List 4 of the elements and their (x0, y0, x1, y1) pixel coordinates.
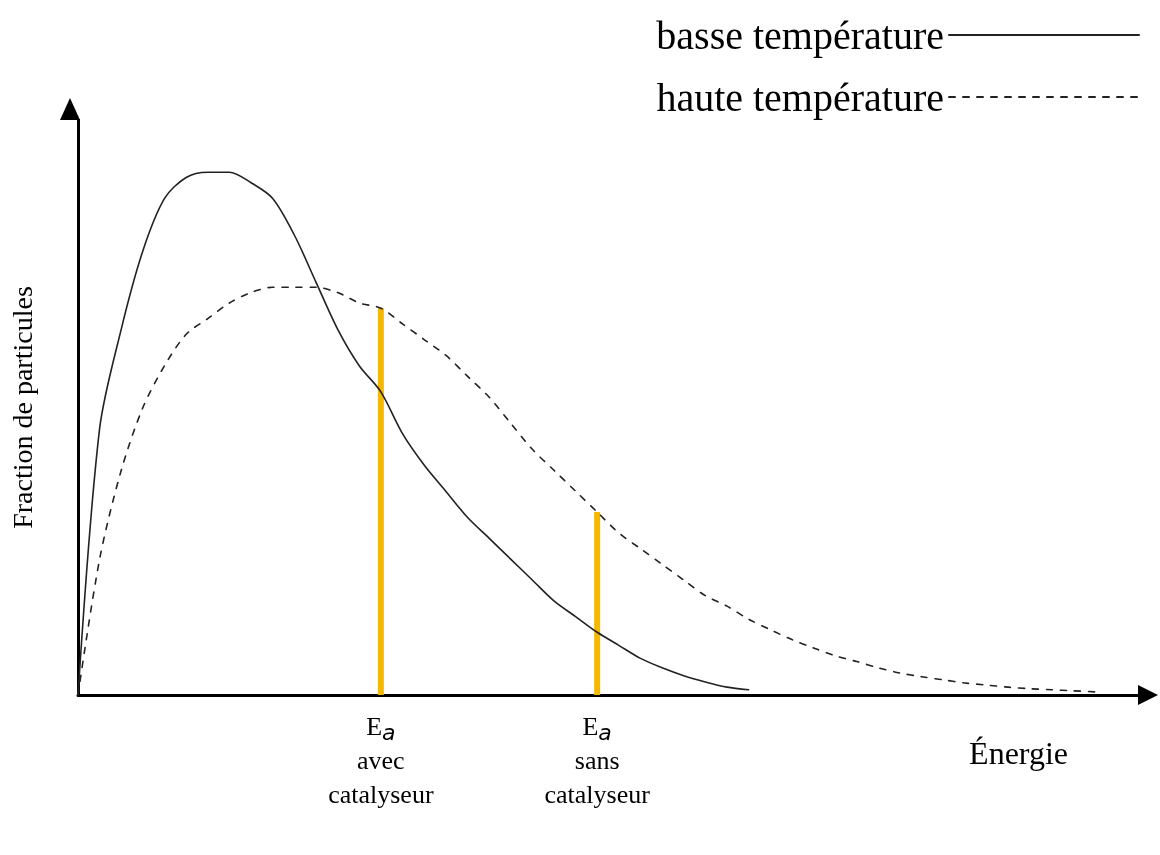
legend-label: haute température (656, 74, 944, 120)
y-axis-title: Fraction de particules (6, 286, 38, 529)
x-axis-title: Énergie (969, 735, 1068, 771)
legend-label: basse température (656, 12, 944, 58)
